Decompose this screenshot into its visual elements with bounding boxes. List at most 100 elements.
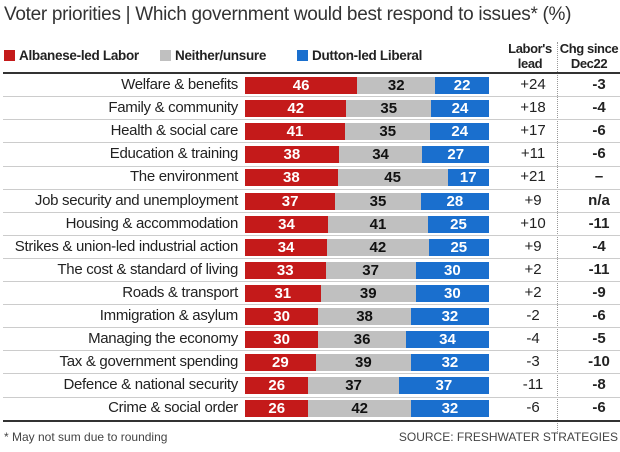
change-value: -6: [592, 307, 606, 324]
bar-segment: 42: [327, 238, 429, 256]
bar-segment: 27: [422, 146, 489, 164]
bar-segment: 30: [245, 331, 319, 349]
bar-segment: 39: [320, 284, 416, 302]
bar-segment: 38: [245, 146, 339, 164]
table-row: Education & training 38 34 27 +11 -6: [3, 143, 620, 167]
bar-segment: 34: [406, 331, 489, 349]
bar-segment: 32: [410, 400, 489, 418]
legend-swatch: [4, 50, 15, 61]
bar-segment: 37: [308, 377, 399, 395]
bar-segment: 26: [245, 377, 309, 395]
category-label: Health & social care: [110, 122, 239, 140]
bar-segment: 25: [428, 215, 489, 233]
bar-segment: 24: [430, 123, 489, 141]
category-label: Crime & social order: [108, 399, 238, 417]
lead-value: +2: [524, 283, 542, 301]
lead-value: +24: [520, 76, 546, 93]
bar-segment: 46: [245, 77, 358, 94]
lead-value: +11: [520, 145, 546, 163]
table-row: Strikes & union-led industrial action 34 4…: [3, 236, 620, 259]
change-value: -8: [592, 376, 606, 394]
bar-segment: 37: [398, 377, 489, 395]
legend-liberal: Dutton-led Liberal: [297, 48, 422, 63]
change-value: -11: [588, 214, 610, 232]
lead-value: +9: [524, 191, 542, 209]
lead-value: -6: [526, 399, 540, 417]
category-label: The cost & standard of living: [57, 260, 238, 278]
change-value: -10: [588, 353, 610, 371]
lead-value: +18: [520, 99, 546, 117]
bar-segment: 28: [420, 192, 489, 210]
column-divider: [557, 42, 558, 434]
legend-label: Neither/unsure: [175, 48, 267, 63]
chart-title: Voter priorities | Which government woul…: [4, 4, 572, 25]
table-row: Tax & government spending 29 39 32 -3 -10: [3, 351, 620, 375]
footnote: * May not sum due to rounding: [4, 430, 168, 444]
table-row: Crime & social order 26 42 32 -6 -6: [3, 397, 620, 421]
bar-segment: 31: [245, 284, 321, 302]
bar-segment: 41: [327, 215, 428, 233]
lead-value: +9: [524, 237, 542, 255]
bar-segment: 39: [315, 354, 411, 372]
category-label: Housing & accommodation: [65, 214, 239, 232]
category-label: Defence & national security: [63, 376, 238, 394]
chg-header: Chg since Dec22: [559, 41, 619, 71]
change-value: -6: [592, 122, 606, 140]
category-label: Job security and unemployment: [34, 191, 238, 209]
bar-segment: 34: [338, 146, 423, 164]
bar-segment: 30: [245, 308, 319, 325]
bar-segment: 45: [337, 169, 448, 187]
legend-neither: Neither/unsure: [160, 48, 266, 63]
change-value: -6: [592, 145, 606, 163]
category-label: Roads & transport: [122, 283, 238, 301]
change-value: -9: [592, 283, 606, 301]
legend-labor: Albanese-led Labor: [4, 48, 139, 63]
lead-value: -11: [522, 376, 544, 394]
bar-segment: 30: [415, 284, 489, 302]
lead-value: +21: [520, 168, 546, 186]
bar-segment: 41: [245, 123, 346, 141]
table-row: Housing & accommodation 34 41 25 +10 -11: [3, 213, 620, 236]
table-row: Health & social care 41 35 24 +17 -6: [3, 120, 620, 144]
lead-value: -4: [526, 330, 540, 348]
bar-segment: 26: [245, 400, 309, 418]
change-value: -4: [592, 99, 606, 117]
table-row: Roads & transport 31 39 30 +2 -9: [3, 282, 620, 306]
bar-segment: 42: [308, 400, 411, 418]
bar-segment: 25: [428, 238, 489, 256]
category-label: Welfare & benefits: [121, 76, 238, 93]
bar-segment: 36: [318, 331, 407, 349]
table-row: Defence & national security 26 37 37 -11 -8: [3, 374, 620, 398]
category-label: Tax & government spending: [59, 353, 239, 371]
bar-segment: 35: [335, 192, 421, 210]
source: SOURCE: FRESHWATER STRATEGIES: [398, 430, 618, 444]
bar-segment: 33: [245, 261, 326, 279]
table-row: Immigration & asylum 30 38 32 -2 -6: [3, 305, 620, 329]
legend-label: Albanese-led Labor: [19, 48, 139, 63]
bar-segment: 38: [318, 308, 411, 325]
bar-segment: 35: [345, 123, 431, 141]
table-row: Job security and unemployment 37 35 28 +9 n/a: [3, 190, 620, 213]
table-row: The environment 38 45 17 +21 –: [3, 166, 620, 190]
lead-header: Labor's lead: [508, 41, 552, 71]
lead-value: -2: [526, 307, 540, 324]
bar-segment: 17: [447, 169, 489, 187]
table-row: Managing the economy 30 36 34 -4 -5: [3, 328, 620, 352]
legend-swatch: [160, 50, 171, 61]
category-label: The environment: [129, 168, 238, 186]
bar-segment: 29: [245, 354, 316, 372]
category-label: Immigration & asylum: [99, 307, 239, 324]
lead-value: +2: [524, 260, 542, 278]
bar-segment: 32: [357, 77, 436, 94]
change-value: -4: [592, 237, 606, 255]
bar-segment: 22: [435, 77, 489, 94]
bar-segment: 32: [410, 354, 489, 372]
top-rule: [3, 72, 620, 74]
change-value: –: [594, 168, 604, 186]
category-label: Strikes & union-led industrial action: [14, 237, 239, 255]
bar-segment: 24: [431, 100, 489, 118]
bar-segment: 37: [245, 192, 336, 210]
bar-segment: 30: [415, 261, 489, 279]
bottom-rule: [3, 420, 620, 422]
change-value: -5: [592, 330, 606, 348]
